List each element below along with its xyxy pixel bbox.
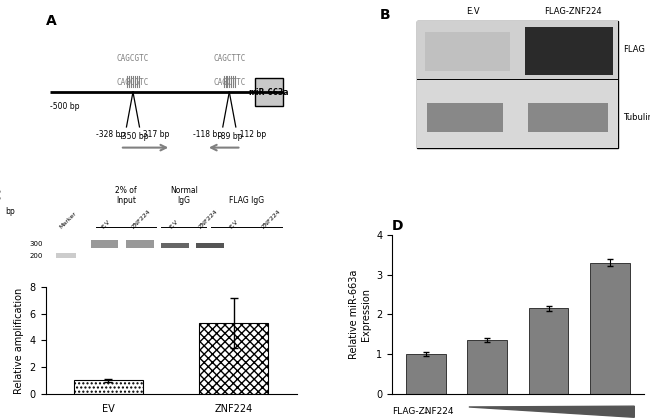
Bar	[528, 103, 608, 132]
Text: FLAG-ZNF224: FLAG-ZNF224	[392, 407, 454, 416]
Text: ZNF224: ZNF224	[261, 209, 282, 230]
Bar	[91, 240, 118, 248]
Bar	[417, 79, 618, 147]
Text: E.V: E.V	[229, 219, 239, 230]
Text: bp: bp	[6, 207, 16, 217]
Text: ZNF224: ZNF224	[131, 209, 151, 230]
Y-axis label: Relative amplification: Relative amplification	[14, 287, 24, 393]
Text: 300: 300	[29, 241, 43, 247]
Text: -118 bp: -118 bp	[192, 130, 222, 139]
Bar	[525, 27, 614, 75]
Bar	[73, 380, 143, 394]
Text: -89 bp: -89 bp	[218, 132, 242, 141]
Text: -350 bp: -350 bp	[119, 132, 148, 141]
Text: FLAG-ZNF224: FLAG-ZNF224	[544, 7, 602, 16]
Y-axis label: Relative miR-663a
Expression: Relative miR-663a Expression	[349, 270, 370, 359]
Bar	[55, 241, 75, 248]
Text: FLAG IgG: FLAG IgG	[229, 196, 264, 205]
Text: CAGCTTC: CAGCTTC	[213, 78, 246, 87]
FancyBboxPatch shape	[417, 21, 618, 147]
Text: E.V: E.V	[168, 219, 179, 230]
Text: CAGCGTC: CAGCGTC	[117, 54, 149, 63]
Bar	[590, 263, 630, 394]
Text: -500 bp: -500 bp	[50, 101, 80, 111]
Bar	[425, 32, 510, 71]
Text: D: D	[392, 219, 404, 233]
Bar	[55, 253, 75, 258]
Text: E.V: E.V	[466, 7, 480, 16]
Text: 200: 200	[30, 253, 43, 259]
Text: -328 bp: -328 bp	[96, 130, 125, 139]
Text: B: B	[380, 8, 390, 22]
Bar	[428, 103, 503, 132]
Text: Normal
IgG: Normal IgG	[170, 186, 198, 205]
Bar	[528, 308, 569, 394]
Bar	[406, 354, 446, 394]
Polygon shape	[469, 406, 634, 417]
Bar	[257, 240, 287, 248]
Text: 2% of
Input: 2% of Input	[115, 186, 136, 205]
Text: -: -	[424, 407, 428, 417]
Bar	[255, 78, 283, 106]
Text: A: A	[46, 14, 57, 28]
Text: E.V: E.V	[101, 219, 111, 230]
Text: Tubulin: Tubulin	[623, 113, 650, 122]
Text: ZNF224: ZNF224	[198, 209, 219, 230]
Text: miR-663a: miR-663a	[248, 88, 289, 96]
Bar	[126, 240, 153, 248]
Text: -317 bp: -317 bp	[140, 130, 170, 139]
Bar	[200, 323, 268, 394]
Text: -112 bp: -112 bp	[237, 130, 266, 139]
Bar	[467, 340, 507, 394]
Bar	[196, 243, 224, 248]
Bar	[161, 243, 188, 248]
Text: Marker: Marker	[58, 210, 77, 230]
Bar	[417, 21, 618, 79]
Text: CAGCGTC: CAGCGTC	[117, 78, 149, 87]
Text: FLAG: FLAG	[623, 45, 645, 54]
Text: CAGCTTC: CAGCTTC	[213, 54, 246, 63]
